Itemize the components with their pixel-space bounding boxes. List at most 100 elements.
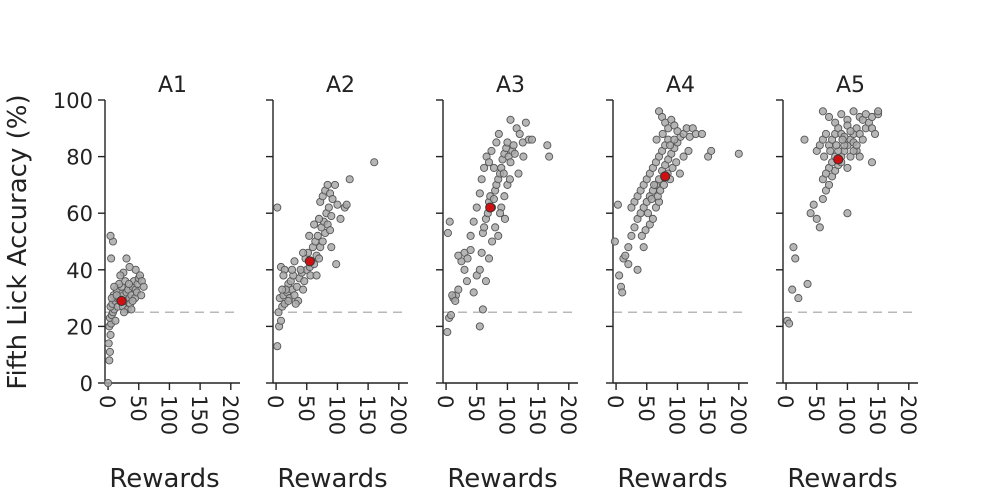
data-point xyxy=(110,282,119,291)
data-point xyxy=(336,214,345,223)
data-point xyxy=(806,209,815,218)
data-point xyxy=(820,152,829,161)
mean-point xyxy=(116,295,127,307)
data-point xyxy=(697,129,707,139)
data-point xyxy=(462,277,471,286)
data-point xyxy=(641,226,650,235)
data-point xyxy=(656,186,665,195)
data-point xyxy=(668,163,677,172)
panel-5: A5 0 50 100 150 200 Rewards xyxy=(773,73,920,494)
data-point xyxy=(314,214,324,223)
data-point xyxy=(330,180,340,189)
data-point xyxy=(494,129,503,139)
data-point xyxy=(327,243,336,252)
x-tick-label: 200 xyxy=(726,395,750,435)
data-point xyxy=(104,378,113,388)
panel-3: A3 0 50 100 150 200 Rewards xyxy=(433,73,580,494)
data-point xyxy=(874,107,883,116)
data-point xyxy=(648,214,657,223)
y-axis-label-group: Fifth Lick Accuracy (%) xyxy=(3,94,33,389)
y-tick-label: 20 xyxy=(66,315,93,339)
data-point xyxy=(818,107,827,116)
data-point xyxy=(104,339,113,348)
x-tick-label: 150 xyxy=(355,395,379,435)
data-point xyxy=(484,158,494,167)
data-point xyxy=(849,107,858,116)
data-point xyxy=(734,149,743,158)
data-point xyxy=(707,146,716,155)
data-point xyxy=(273,203,282,212)
data-point xyxy=(128,296,137,305)
data-point xyxy=(333,200,342,209)
data-point xyxy=(818,194,827,204)
x-tick-label: 50 xyxy=(126,395,150,422)
data-point xyxy=(672,158,681,167)
x-tick-label: 100 xyxy=(494,395,518,435)
data-point xyxy=(499,169,508,178)
data-point xyxy=(627,231,636,240)
data-point xyxy=(287,265,297,274)
data-point xyxy=(273,342,282,351)
data-point xyxy=(867,158,877,167)
y-axis-label: Fifth Lick Accuracy (%) xyxy=(3,94,33,389)
data-point xyxy=(328,194,337,204)
data-point xyxy=(837,110,846,119)
data-point xyxy=(124,279,133,289)
data-point xyxy=(475,265,484,274)
data-point xyxy=(451,296,460,305)
data-point xyxy=(299,248,308,257)
data-point xyxy=(116,271,125,280)
data-point xyxy=(858,135,867,144)
data-point xyxy=(812,214,821,223)
data-point xyxy=(480,163,489,172)
data-point xyxy=(487,146,496,155)
x-tick-label: 200 xyxy=(896,395,920,435)
data-point xyxy=(791,254,800,263)
data-point xyxy=(543,141,552,150)
data-point xyxy=(658,129,667,139)
data-point xyxy=(454,251,463,260)
data-point xyxy=(852,141,861,150)
x-tick-label: 0 xyxy=(603,395,627,408)
data-point xyxy=(826,146,835,155)
data-point xyxy=(472,203,481,212)
data-point xyxy=(137,291,146,300)
data-point xyxy=(445,217,454,226)
data-point xyxy=(300,277,309,286)
data-point xyxy=(296,265,305,274)
data-point xyxy=(627,203,636,212)
data-point xyxy=(290,291,299,300)
data-point xyxy=(345,175,354,184)
panel-2: A2 0 50 100 150 200 Rewards xyxy=(263,73,410,494)
mean-point xyxy=(660,171,671,182)
data-point xyxy=(460,265,469,274)
data-point xyxy=(326,226,335,235)
data-point xyxy=(310,220,319,229)
data-point xyxy=(305,231,314,240)
data-point xyxy=(506,115,515,124)
data-point xyxy=(312,271,321,280)
data-point xyxy=(824,180,834,189)
panel-4: A4 0 50 100 150 200 Rewards xyxy=(603,73,750,494)
data-point xyxy=(489,194,498,204)
panel-title: A4 xyxy=(666,73,695,98)
data-point xyxy=(785,319,794,328)
data-point xyxy=(443,328,452,337)
data-point xyxy=(815,223,824,232)
data-point xyxy=(510,149,519,158)
data-point xyxy=(278,285,287,294)
data-point xyxy=(443,228,452,238)
data-point xyxy=(127,305,136,314)
data-point xyxy=(803,279,812,289)
data-point xyxy=(274,308,283,317)
data-point xyxy=(496,209,505,218)
panel-title: A3 xyxy=(496,73,525,98)
x-tick-label: 200 xyxy=(218,395,242,435)
data-point xyxy=(666,141,675,150)
data-point xyxy=(291,299,300,308)
data-point xyxy=(500,192,509,201)
data-point xyxy=(475,189,484,198)
x-tick-label: 150 xyxy=(525,395,549,435)
